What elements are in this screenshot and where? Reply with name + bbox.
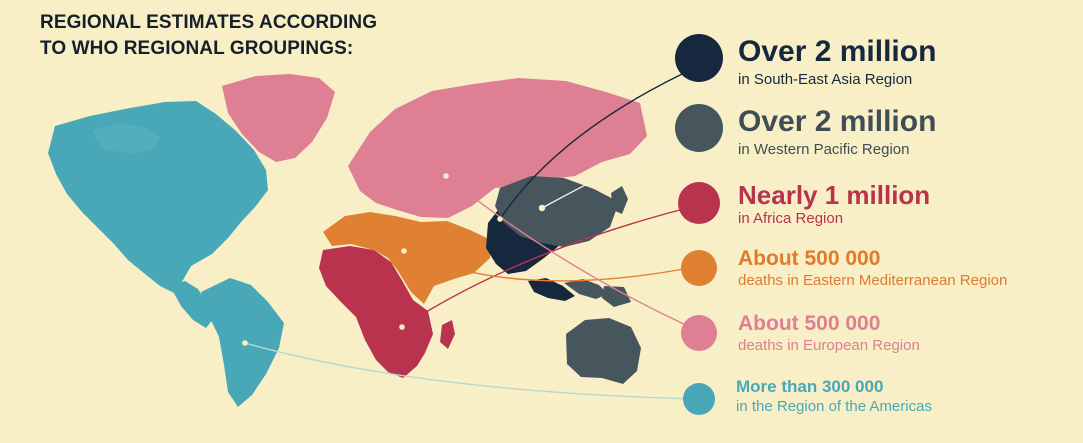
connector-line-europe <box>445 175 700 332</box>
connector-lines <box>244 65 700 400</box>
legend-item-americas: More than 300 000 in the Region of the A… <box>0 378 1083 443</box>
map-region-africa-madagascar <box>440 320 455 349</box>
map-region-americas-north <box>48 101 268 293</box>
legend-dot-eastern-mediterranean <box>681 250 717 286</box>
marker-africa <box>399 324 405 330</box>
map-region-americas-greenland-edge <box>92 123 160 154</box>
marker-western-pacific <box>538 204 546 212</box>
legend-dot-americas <box>683 383 715 415</box>
map-region-western-pacific-islands-2 <box>602 286 631 307</box>
legend-headline-americas: More than 300 000 <box>736 377 884 396</box>
legend-subtext-western-pacific: in Western Pacific Region <box>738 141 910 158</box>
marker-americas <box>242 340 248 346</box>
map-region-americas-central <box>170 281 214 328</box>
marker-europe <box>443 173 449 179</box>
legend-subtext-south-east-asia: in South-East Asia Region <box>738 71 913 88</box>
page-title: REGIONAL ESTIMATES ACCORDING TO WHO REGI… <box>40 10 460 62</box>
legend-subtext-europe: deaths in European Region <box>738 337 920 354</box>
map-region-western-pacific-japan <box>611 186 628 214</box>
map-region-western-pacific-islands <box>564 279 608 299</box>
page-title-line-2: TO WHO REGIONAL GROUPINGS: <box>40 38 354 59</box>
legend-headline-africa: Nearly 1 million <box>738 180 931 210</box>
legend-headline-western-pacific: Over 2 million <box>738 105 937 138</box>
connector-line-eastern-mediterranean <box>403 250 700 282</box>
legend-dot-south-east-asia <box>675 34 723 82</box>
legend-headline-eastern-mediterranean: About 500 000 <box>738 247 881 270</box>
legend-headline-europe: About 500 000 <box>738 312 881 335</box>
map-region-africa <box>319 246 433 378</box>
connector-line-south-east-asia <box>499 65 700 220</box>
marker-eastern-mediterranean <box>401 248 407 254</box>
page-title-line-1: REGIONAL ESTIMATES ACCORDING <box>40 12 378 33</box>
legend-subtext-africa: in Africa Region <box>738 210 844 227</box>
legend-item-western-pacific: Over 2 million in Western Pacific Region <box>0 104 1083 184</box>
legend-dot-europe <box>681 315 717 351</box>
legend-item-europe: About 500 000 deaths in European Region <box>0 313 1083 393</box>
map-region-europe-main <box>348 78 647 218</box>
legend-item-africa: Nearly 1 million in Africa Region <box>0 182 1083 262</box>
map-region-western-pacific-australia <box>566 318 641 384</box>
map-region-western-pacific-china <box>495 176 619 247</box>
legend-headline-south-east-asia: Over 2 million <box>738 35 937 68</box>
map-markers <box>242 173 546 346</box>
legend-dot-western-pacific <box>675 104 723 152</box>
connector-line-americas <box>244 342 700 400</box>
legend-dot-africa <box>678 182 720 224</box>
map-region-south-east-asia-indonesia-west <box>528 278 575 301</box>
legend-item-south-east-asia: Over 2 million in South-East Asia Region <box>0 34 1083 114</box>
legend-item-eastern-mediterranean: About 500 000 deaths in Eastern Mediterr… <box>0 248 1083 328</box>
map-region-europe-greenland <box>222 74 335 162</box>
legend-subtext-eastern-mediterranean: deaths in Eastern Mediterranean Region <box>738 272 1008 289</box>
legend-subtext-americas: in the Region of the Americas <box>736 398 932 415</box>
connector-line-africa <box>401 204 700 328</box>
marker-south-east-asia <box>497 216 503 222</box>
map-region-eastern-mediterranean <box>323 212 491 304</box>
